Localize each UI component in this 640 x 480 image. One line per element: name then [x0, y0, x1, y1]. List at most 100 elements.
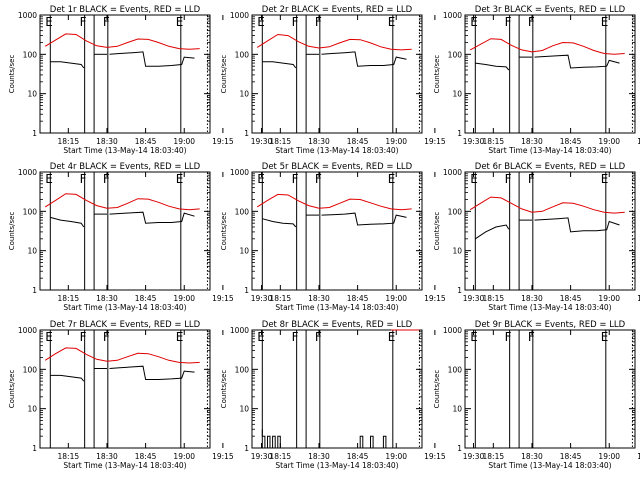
- y-tick-label: 10: [27, 90, 37, 99]
- y-tick-label: 1: [457, 286, 462, 295]
- panel-det-9: Det 9r BLACK = Events, RED = LLD 1 10 100 10…: [433, 320, 640, 470]
- series-line-events: [534, 54, 620, 69]
- series-line-lld: [469, 38, 625, 55]
- panel-det-1: Det 1r BLACK = Events, RED = LLD 1 10 100 10…: [8, 5, 273, 155]
- x-tick-label: 19:15: [637, 452, 640, 461]
- series-line-events: [321, 212, 407, 226]
- x-axis-label: Start Time (13-May-14 18:03:40): [275, 461, 398, 470]
- panel-title: Det 3r BLACK = Events, RED = LLD: [475, 5, 626, 15]
- y-tick-label: 10: [452, 405, 462, 414]
- marker-label: E: [601, 172, 609, 186]
- series-line-lld: [44, 347, 200, 364]
- y-tick-label: 100: [235, 50, 250, 59]
- x-tick-label: 18:30: [308, 452, 330, 461]
- panel-det-6: Det 6r BLACK = Events, RED = LLD 1 10 100 10…: [433, 162, 640, 312]
- marker-label: E: [257, 172, 265, 186]
- marker-label: E: [257, 330, 265, 344]
- x-axis-label: Start Time (13-May-14 18:03:40): [488, 461, 611, 470]
- y-tick-label: 10: [239, 90, 249, 99]
- y-tick-label: 10: [452, 90, 462, 99]
- marker-label: E: [601, 15, 609, 29]
- y-tick-label: 1: [457, 129, 462, 138]
- y-tick-label: 1: [32, 129, 37, 138]
- marker-label: F: [315, 330, 322, 344]
- marker-label: E: [45, 330, 53, 344]
- x-tick-label: 18:15: [483, 137, 505, 146]
- series-line-lld: [256, 33, 412, 51]
- y-tick-label: 1000: [18, 168, 37, 177]
- marker-label: F: [292, 172, 299, 186]
- marker-label: E: [601, 330, 609, 344]
- panel-title: Det 8r BLACK = Events, RED = LLD: [262, 320, 413, 330]
- series-line-lld: [44, 33, 200, 50]
- x-tick-label: 18:15: [58, 137, 80, 146]
- x-tick-label: 19:15: [424, 452, 446, 461]
- x-tick-label: 19:15: [212, 452, 234, 461]
- y-tick-label: 1000: [230, 326, 249, 335]
- x-tick-label: 18:30: [521, 137, 543, 146]
- y-tick-label: 1: [244, 286, 249, 295]
- series-line-events: [321, 51, 407, 67]
- marker-label: E: [470, 15, 478, 29]
- series-line-events: [50, 374, 85, 382]
- x-tick-label: 18:30: [96, 452, 118, 461]
- panel-det-5: Det 5r BLACK = Events, RED = LLD 1 10 100 10…: [220, 162, 485, 312]
- y-tick-label: 100: [448, 50, 463, 59]
- y-axis-label: Counts/sec: [433, 212, 441, 251]
- x-tick-label: 18:15: [483, 294, 505, 303]
- x-tick-label: 19:30: [251, 137, 273, 146]
- marker-label: F: [80, 172, 87, 186]
- series-line-events: [50, 61, 85, 69]
- marker-label: E: [388, 172, 396, 186]
- panel-det-3: Det 3r BLACK = Events, RED = LLD 1 10 100 10…: [433, 5, 640, 155]
- x-axis-label: Start Time (13-May-14 18:03:40): [63, 146, 186, 155]
- y-tick-label: 100: [448, 207, 463, 216]
- plot-frame: [464, 14, 636, 134]
- marker-label: E: [45, 15, 53, 29]
- x-axis-label: Start Time (13-May-14 18:03:40): [275, 303, 398, 312]
- y-tick-label: 10: [27, 247, 37, 256]
- plot-frame: [464, 329, 636, 449]
- series-line-events: [262, 61, 297, 69]
- marker-label: E: [470, 172, 478, 186]
- marker-label: F: [528, 172, 535, 186]
- y-tick-label: 1000: [443, 168, 462, 177]
- y-tick-label: 100: [23, 207, 38, 216]
- series-line-events: [475, 224, 510, 240]
- y-tick-label: 10: [452, 247, 462, 256]
- x-axis-label: Start Time (13-May-14 18:03:40): [488, 303, 611, 312]
- y-axis-label: Counts/sec: [8, 55, 16, 94]
- x-tick-label: 18:15: [58, 294, 80, 303]
- y-axis-label: Counts/sec: [433, 55, 441, 94]
- x-tick-label: 18:30: [96, 294, 118, 303]
- x-axis-label: Start Time (13-May-14 18:03:40): [488, 146, 611, 155]
- panel-det-4: Det 4r BLACK = Events, RED = LLD 1 10 100 10…: [8, 162, 273, 312]
- marker-label: F: [103, 15, 110, 29]
- x-tick-label: 18:45: [347, 137, 369, 146]
- x-tick-label: 18:30: [308, 294, 330, 303]
- series-line-events: [261, 429, 281, 449]
- y-tick-label: 1: [244, 129, 249, 138]
- y-tick-label: 1000: [18, 11, 37, 20]
- y-tick-label: 1: [32, 286, 37, 295]
- marker-label: E: [388, 330, 396, 344]
- marker-label: E: [470, 330, 478, 344]
- series-line-lld: [256, 193, 412, 211]
- marker-label: F: [528, 330, 535, 344]
- y-tick-label: 10: [239, 405, 249, 414]
- series-line-events: [534, 217, 620, 233]
- y-axis-label: Counts/sec: [433, 370, 441, 409]
- marker-label: F: [292, 330, 299, 344]
- x-tick-label: 19:00: [598, 137, 620, 146]
- x-tick-label: 19:30: [463, 452, 485, 461]
- x-tick-label: 19:15: [637, 137, 640, 146]
- x-tick-label: 18:30: [521, 294, 543, 303]
- x-tick-label: 19:00: [385, 294, 407, 303]
- x-tick-label: 18:45: [347, 452, 369, 461]
- plot-frame: [39, 329, 211, 449]
- marker-label: E: [257, 15, 265, 29]
- marker-label: F: [80, 330, 87, 344]
- x-tick-label: 18:45: [135, 452, 157, 461]
- x-tick-label: 19:00: [173, 294, 195, 303]
- marker-label: F: [292, 15, 299, 29]
